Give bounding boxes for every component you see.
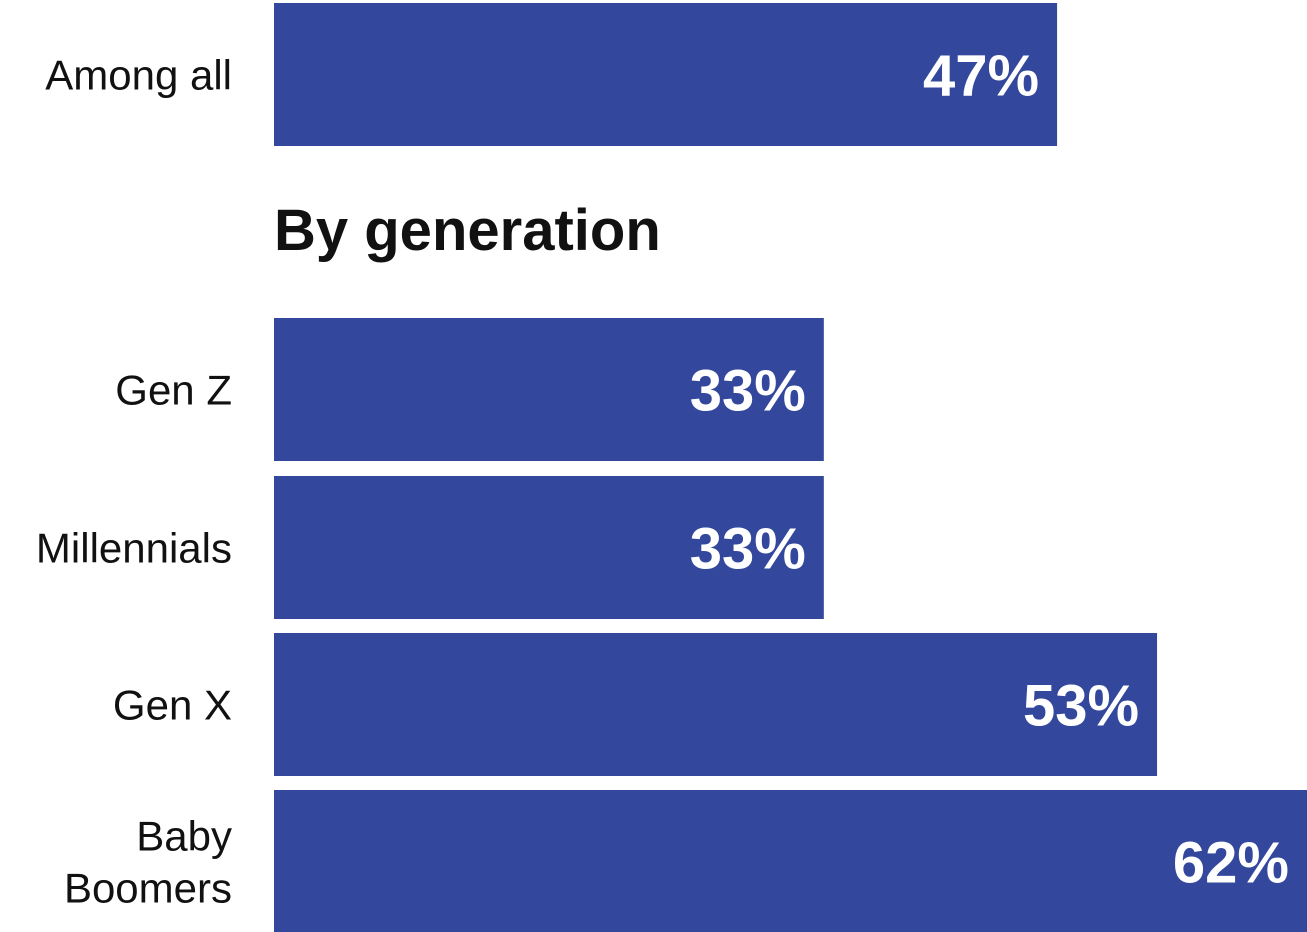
value-label-gen-z: 33% xyxy=(690,359,806,424)
value-label-among-all: 47% xyxy=(923,44,1039,109)
value-label-gen-x: 53% xyxy=(1023,674,1139,739)
section-heading: By generation xyxy=(274,198,661,263)
value-label-baby-boomers: 62% xyxy=(1173,831,1289,896)
bar-gen-x xyxy=(274,633,1158,776)
category-label-among-all: Among all xyxy=(45,52,232,99)
category-label-millennials: Millennials xyxy=(36,525,232,572)
bar-gen-z xyxy=(274,318,824,461)
bar-millennials xyxy=(274,476,824,619)
category-label-baby-boomers: Baby Boomers xyxy=(64,813,232,912)
category-label-gen-z: Gen Z xyxy=(115,367,232,414)
category-label-gen-x: Gen X xyxy=(113,682,232,729)
bar-baby-boomers xyxy=(274,790,1307,932)
value-label-millennials: 33% xyxy=(690,517,806,582)
bar-among-all xyxy=(274,3,1058,146)
